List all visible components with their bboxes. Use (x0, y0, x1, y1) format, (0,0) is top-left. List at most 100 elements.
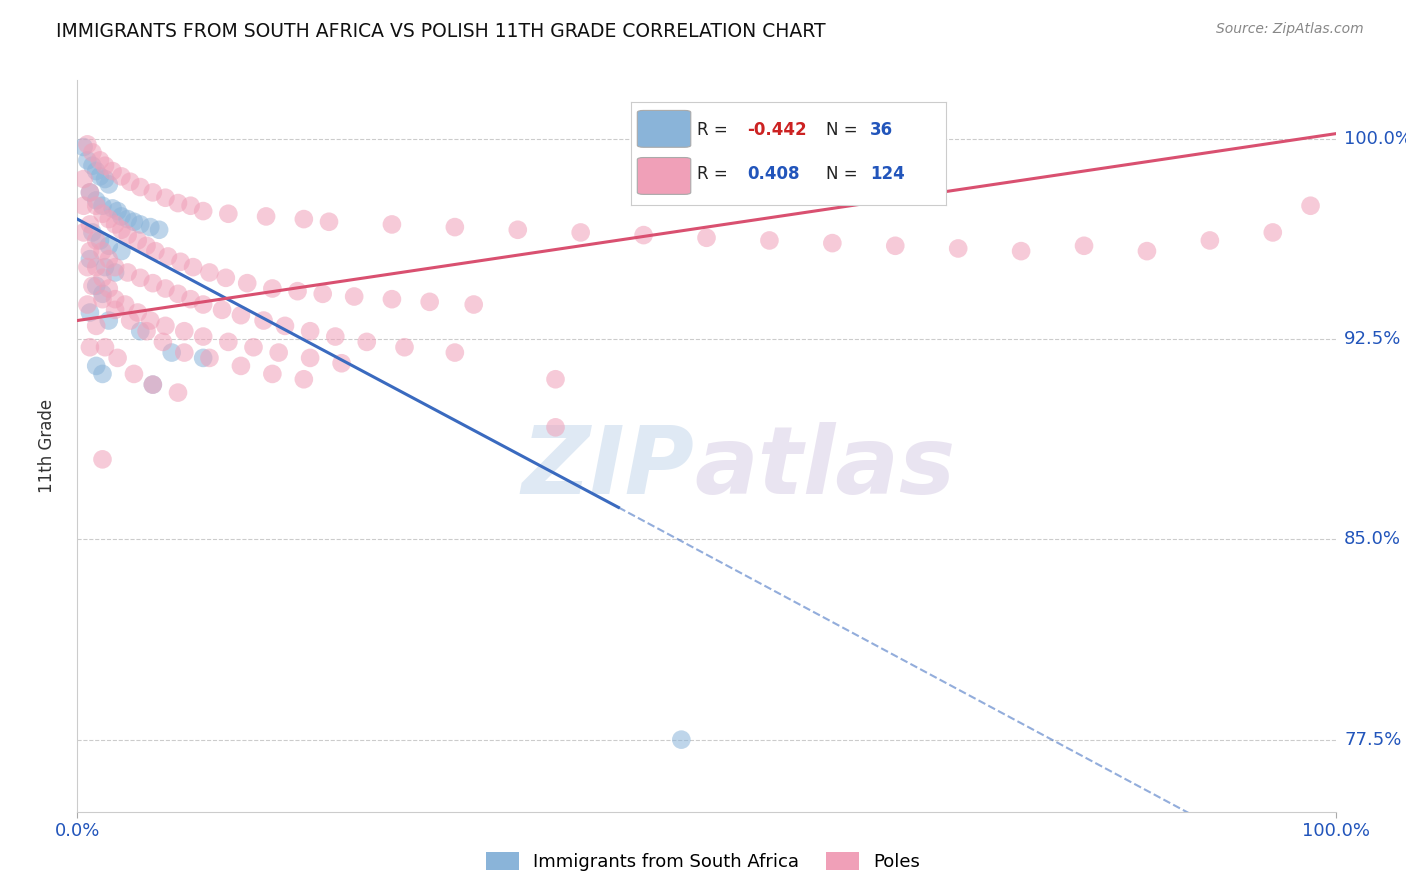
Point (262, 367, 284, 381)
Point (91, 270, 114, 285)
Point (191, 204, 215, 219)
Point (180, 292, 202, 306)
Text: 124: 124 (870, 165, 905, 183)
Text: atlas: atlas (695, 422, 955, 514)
Point (287, 284, 309, 298)
Point (91, 244, 114, 259)
Point (129, 324, 152, 338)
FancyBboxPatch shape (637, 111, 690, 147)
Legend: Immigrants from South Africa, Poles: Immigrants from South Africa, Poles (479, 845, 927, 879)
Text: 85.0%: 85.0% (1344, 531, 1400, 549)
Point (156, 250, 179, 264)
Point (110, 223, 132, 237)
Point (198, 265, 221, 279)
Point (191, 329, 215, 343)
Point (117, 228, 139, 243)
Text: 36: 36 (870, 121, 893, 139)
Point (101, 202, 124, 216)
Point (84, 260, 107, 274)
Point (104, 218, 127, 232)
Point (142, 186, 165, 200)
Text: 0.408: 0.408 (748, 165, 800, 183)
Point (229, 308, 252, 322)
Point (217, 334, 239, 349)
Point (82, 226, 104, 240)
Point (1299, 199, 1322, 213)
Point (173, 324, 195, 338)
Point (758, 234, 780, 248)
Point (312, 286, 335, 301)
Point (211, 302, 233, 317)
Point (107, 204, 129, 219)
Point (72, 172, 94, 186)
Point (173, 345, 195, 359)
Point (117, 265, 139, 279)
Text: 100.0%: 100.0% (1344, 130, 1406, 148)
Point (160, 345, 183, 359)
Point (155, 281, 177, 295)
Point (444, 220, 467, 235)
Point (97, 212, 120, 227)
Point (633, 228, 655, 243)
Point (419, 294, 441, 309)
Point (76, 153, 98, 168)
Point (94, 172, 117, 186)
Point (323, 329, 346, 343)
Point (117, 212, 139, 227)
Point (544, 372, 567, 386)
Point (110, 244, 132, 259)
Text: Source: ZipAtlas.com: Source: ZipAtlas.com (1216, 22, 1364, 37)
Point (198, 351, 221, 365)
Point (84, 359, 107, 373)
Point (148, 223, 170, 237)
Point (79, 252, 101, 267)
Point (381, 218, 404, 232)
Point (1010, 244, 1032, 259)
Point (696, 231, 718, 245)
Point (91, 199, 114, 213)
Point (142, 377, 165, 392)
Point (152, 334, 174, 349)
Point (142, 276, 165, 290)
Point (292, 372, 315, 386)
Text: IMMIGRANTS FROM SOUTH AFRICA VS POLISH 11TH GRADE CORRELATION CHART: IMMIGRANTS FROM SOUTH AFRICA VS POLISH 1… (56, 22, 825, 41)
Text: N =: N = (827, 165, 858, 183)
Point (181, 260, 204, 274)
Point (884, 239, 907, 253)
Point (463, 297, 485, 311)
Point (72, 199, 94, 213)
Y-axis label: 11th Grade: 11th Grade (38, 399, 56, 493)
Point (671, 732, 693, 747)
Point (122, 215, 145, 229)
Point (89, 153, 111, 168)
Point (139, 313, 162, 327)
Point (229, 359, 252, 373)
Text: 92.5%: 92.5% (1344, 330, 1402, 348)
Point (330, 356, 353, 370)
Point (127, 305, 149, 319)
Point (91, 367, 114, 381)
Text: 77.5%: 77.5% (1344, 731, 1402, 748)
Point (381, 292, 404, 306)
Point (506, 223, 529, 237)
FancyBboxPatch shape (637, 158, 690, 194)
Point (236, 276, 259, 290)
Point (569, 226, 592, 240)
Point (104, 302, 127, 317)
Point (76, 297, 98, 311)
Point (142, 377, 165, 392)
Point (544, 420, 567, 434)
Point (254, 210, 277, 224)
Point (215, 270, 238, 285)
Point (72, 140, 94, 154)
Point (155, 191, 177, 205)
Point (167, 385, 190, 400)
Point (122, 367, 145, 381)
Point (91, 207, 114, 221)
Point (79, 218, 101, 232)
Point (110, 169, 132, 184)
Point (79, 340, 101, 354)
Point (135, 324, 157, 338)
Point (139, 220, 162, 235)
Point (1073, 239, 1095, 253)
